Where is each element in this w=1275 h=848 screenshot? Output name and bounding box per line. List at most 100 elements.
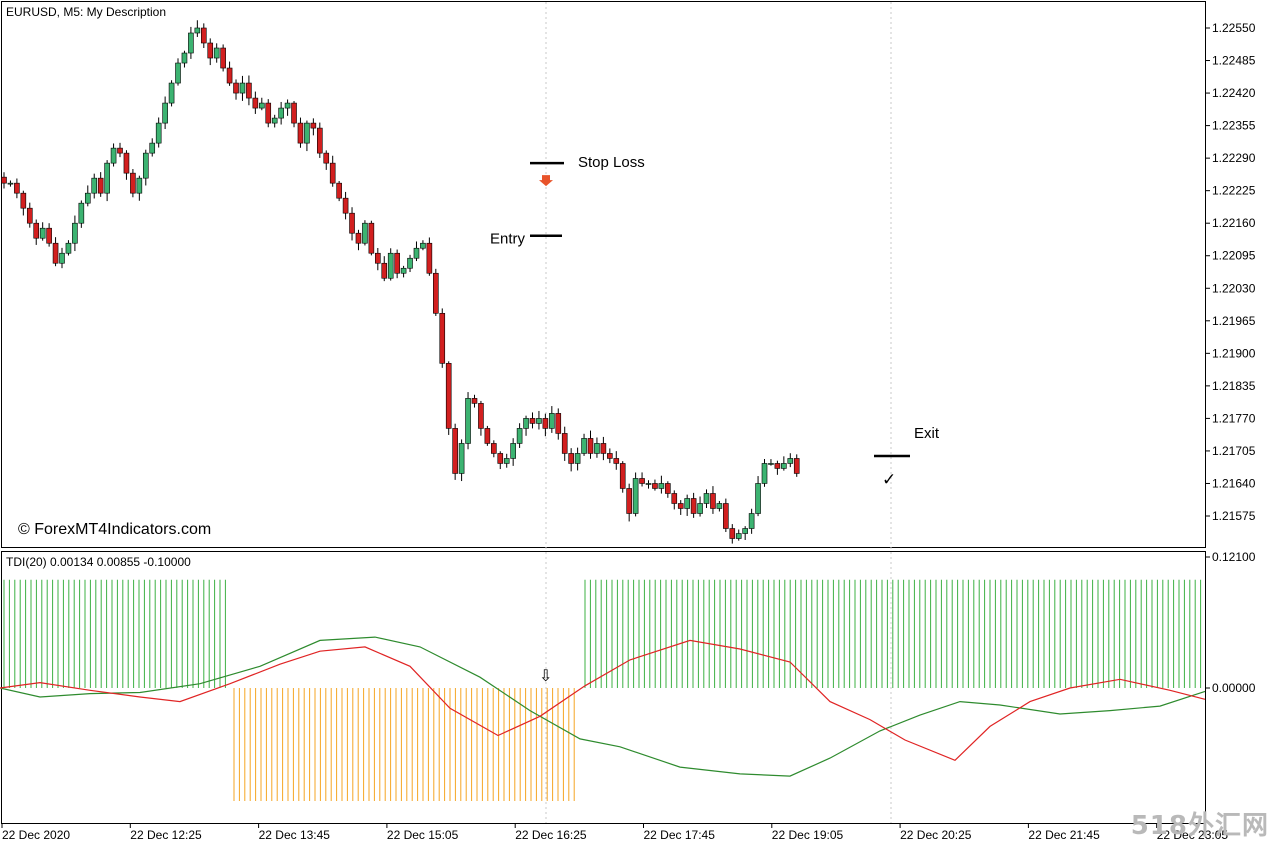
bear-candle [130, 172, 136, 194]
time-axis: 22 Dec 2020 22 Dec 12:25 22 Dec 13:45 22 De… [1, 824, 1228, 842]
bear-candle [497, 453, 504, 464]
bear-candle [613, 458, 620, 464]
bull-candle [271, 117, 278, 124]
bull-candle [697, 503, 703, 514]
bull-candle [400, 267, 407, 274]
bull-candle [703, 493, 710, 504]
price-tick-label: 1.22030 [1212, 281, 1256, 295]
bull-candle [168, 82, 175, 104]
bull-candle [407, 257, 413, 269]
bear-candle [555, 413, 562, 434]
bear-candle [671, 493, 678, 504]
bear-candle [123, 152, 130, 174]
bear-candle [729, 528, 736, 539]
bear-candle [445, 363, 452, 429]
copyright-text: © ForexMT4Indicators.com [18, 521, 211, 538]
price-tick-label: 1.21640 [1212, 476, 1256, 490]
bull-candle [278, 107, 284, 119]
bear-candle [375, 252, 381, 264]
bull-candle [735, 533, 742, 539]
bear-candle [439, 312, 446, 364]
bull-candle [748, 513, 755, 529]
bull-candle [787, 458, 794, 464]
bull-candle [110, 147, 117, 164]
bull-candle [181, 52, 188, 64]
bull-candle [78, 202, 85, 224]
bear-candle [226, 67, 233, 84]
bull-candle [742, 528, 748, 534]
bear-candle [381, 262, 388, 279]
bull-candle [84, 192, 91, 204]
bear-candle [607, 453, 613, 459]
bear-candle [561, 433, 568, 454]
bear-candle [246, 82, 252, 99]
tdi-tick-label: 0.12100 [1212, 550, 1256, 564]
bull-candle [658, 483, 665, 489]
bear-candle [626, 488, 632, 514]
bear-candle [1, 176, 7, 184]
bull-candle [503, 458, 510, 464]
time-tick-label: 22 Dec 13:45 [259, 828, 331, 842]
bear-candle [349, 212, 355, 234]
bull-candle [284, 102, 291, 109]
bull-candle [413, 247, 420, 259]
bull-candle [684, 498, 690, 509]
bull-candle [755, 483, 761, 514]
bear-candle [207, 42, 214, 59]
bear-candle [529, 418, 536, 424]
bull-candle [59, 252, 65, 264]
bull-candle [761, 463, 768, 484]
bear-candle [317, 127, 323, 154]
tdi-green-line [0, 636, 1206, 777]
bear-candle [20, 192, 27, 209]
bull-candle [258, 102, 265, 109]
bear-candle [297, 122, 304, 144]
price-axis: 1.22550 1.22485 1.22420 1.22355 1.22290 1.222… [1206, 21, 1256, 523]
bull-candle [136, 177, 143, 194]
bull-candle [645, 483, 652, 485]
bull-candle [91, 177, 98, 194]
candles-group [1, 20, 800, 544]
bear-candle [52, 242, 59, 264]
bull-candle [175, 62, 181, 84]
bear-candle [471, 398, 478, 404]
bear-candle [433, 272, 439, 314]
bear-candle [200, 27, 207, 44]
bear-candle [677, 503, 684, 509]
tdi-red-line [0, 639, 1206, 762]
bull-candle [536, 418, 542, 424]
bull-candle [304, 122, 310, 144]
bull-candle [362, 222, 368, 244]
bull-candle [387, 252, 394, 279]
bear-candle [600, 443, 607, 454]
time-tick-label: 22 Dec 17:45 [644, 828, 716, 842]
bear-candle [252, 97, 259, 109]
bear-candle [33, 222, 40, 239]
bear-candle [542, 418, 549, 429]
price-tick-label: 1.22290 [1212, 151, 1256, 165]
price-tick-label: 1.21770 [1212, 411, 1256, 425]
bull-candle [716, 503, 723, 509]
main-pane-frame [1, 1, 1206, 548]
bear-candle [665, 483, 671, 494]
bear-candle [342, 197, 349, 214]
bear-candle [329, 162, 336, 184]
bull-candle [581, 438, 587, 454]
price-tick-label: 1.21705 [1212, 444, 1256, 458]
bear-candle [46, 227, 52, 244]
bull-candle [142, 152, 149, 179]
bear-candle [710, 493, 716, 509]
indicator-pane-frame [1, 551, 1206, 824]
bull-candle [594, 443, 600, 454]
time-tick-label: 22 Dec 16:25 [515, 828, 587, 842]
bull-candle [574, 453, 581, 464]
time-tick-label: 22 Dec 19:05 [772, 828, 844, 842]
checkmark-icon: ✓ [882, 470, 896, 489]
bull-candle [72, 222, 78, 244]
bear-candle [220, 47, 226, 69]
bear-candle [26, 207, 33, 224]
price-tick-label: 1.22160 [1212, 216, 1256, 230]
bull-candle [155, 122, 162, 144]
bull-candle [768, 463, 774, 465]
price-tick-label: 1.21900 [1212, 346, 1256, 360]
